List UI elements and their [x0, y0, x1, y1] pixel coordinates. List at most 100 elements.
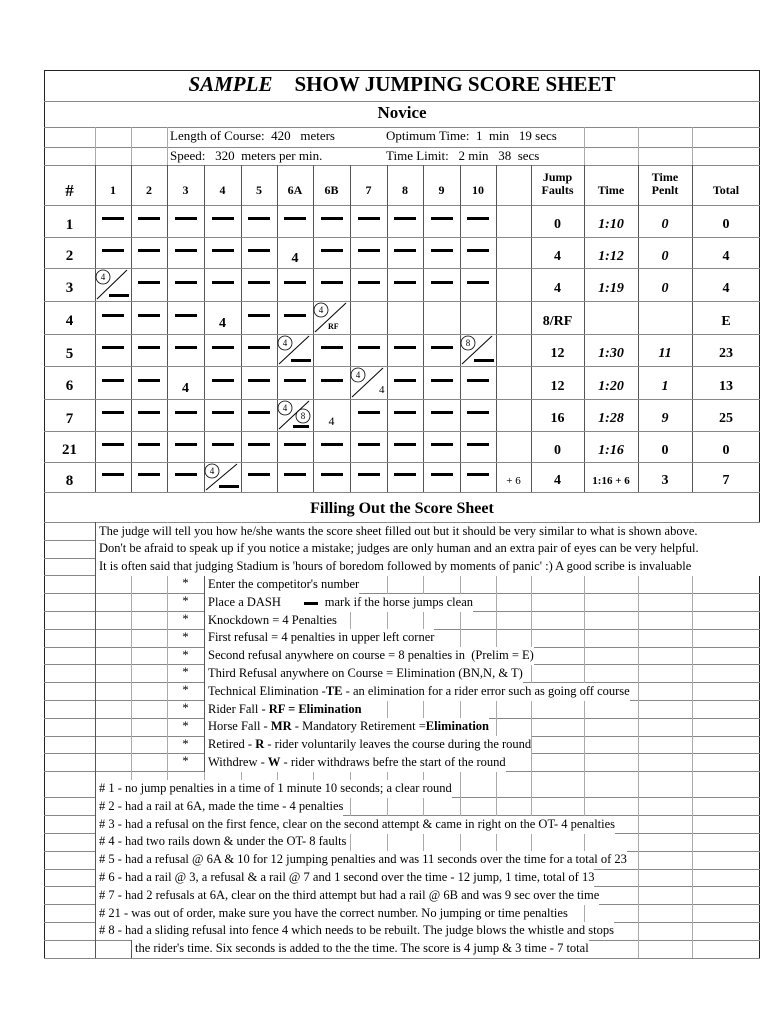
fence-cell-2[interactable]: [131, 334, 167, 366]
fence-cell-1[interactable]: [95, 462, 131, 492]
fence-cell-2[interactable]: [131, 237, 167, 268]
fence-cell-10[interactable]: [460, 366, 496, 399]
fence-cell-3[interactable]: [167, 268, 204, 301]
fence-cell-9[interactable]: [423, 205, 460, 237]
fence-cell-8[interactable]: [387, 462, 423, 492]
fence-cell-5[interactable]: [241, 334, 277, 366]
fence-cell-6B[interactable]: [313, 462, 350, 492]
fence-cell-2[interactable]: [131, 301, 167, 334]
fence-cell-3[interactable]: [167, 462, 204, 492]
clear-dash-mark: [394, 217, 416, 221]
fence-cell-5[interactable]: [241, 399, 277, 431]
fence-cell-5[interactable]: [241, 268, 277, 301]
refusal-slash: [461, 335, 493, 365]
clear-dash-mark: [394, 473, 416, 477]
fence-cell-9[interactable]: [423, 301, 460, 334]
fence-cell-1[interactable]: [95, 334, 131, 366]
fence-cell-2[interactable]: [131, 366, 167, 399]
fence-cell-3[interactable]: [167, 237, 204, 268]
fence-cell-9[interactable]: [423, 268, 460, 301]
fence-cell-4[interactable]: [204, 268, 241, 301]
fence-cell-7[interactable]: [350, 268, 387, 301]
fence-cell-1[interactable]: [95, 205, 131, 237]
clear-dash-mark: [467, 248, 489, 252]
cell-jump: 4: [554, 248, 561, 264]
fence-cell-6A[interactable]: [277, 366, 313, 399]
fence-cell-7[interactable]: [350, 334, 387, 366]
fence-cell-4[interactable]: [204, 205, 241, 237]
fence-cell-3[interactable]: [167, 431, 204, 462]
refusal-penalty: 4: [283, 338, 288, 348]
refusal-penalty: 4: [283, 403, 288, 413]
clear-dash-mark: [430, 280, 453, 284]
fence-cell-6A[interactable]: [277, 301, 313, 334]
fence-cell-6B[interactable]: [313, 366, 350, 399]
fence-cell-10[interactable]: [460, 462, 496, 492]
fence-cell-6B[interactable]: [313, 237, 350, 268]
fence-cell-3[interactable]: [167, 399, 204, 431]
column-header-7: 7: [365, 183, 372, 197]
fence-cell-4[interactable]: [204, 237, 241, 268]
fence-cell-4[interactable]: [204, 399, 241, 431]
fence-cell-1[interactable]: [95, 431, 131, 462]
fence-cell-3[interactable]: [167, 334, 204, 366]
fence-cell-7[interactable]: [350, 462, 387, 492]
row-divider: [44, 127, 760, 128]
fence-cell-6B[interactable]: [313, 268, 350, 301]
fence-cell-10[interactable]: [460, 301, 496, 334]
fence-cell-5[interactable]: [241, 205, 277, 237]
fence-cell-8[interactable]: [387, 237, 423, 268]
fence-cell-6A[interactable]: [277, 462, 313, 492]
fence-cell-6B[interactable]: [313, 431, 350, 462]
fence-cell-3[interactable]: [167, 301, 204, 334]
fence-cell-7[interactable]: [350, 205, 387, 237]
fence-cell-6A[interactable]: [277, 205, 313, 237]
row-divider: [44, 165, 760, 166]
fence-cell-2[interactable]: [131, 462, 167, 492]
fence-cell-1[interactable]: [95, 301, 131, 334]
fence-cell-5[interactable]: [241, 431, 277, 462]
fence-cell-7[interactable]: [350, 237, 387, 268]
fence-cell-8[interactable]: [387, 205, 423, 237]
fence-cell-8[interactable]: [387, 301, 423, 334]
fence-cell-6B[interactable]: [313, 334, 350, 366]
fence-cell-8[interactable]: [387, 431, 423, 462]
fence-cell-5[interactable]: [241, 366, 277, 399]
fence-cell-9[interactable]: [423, 237, 460, 268]
fence-cell-6A[interactable]: [277, 268, 313, 301]
refusal-slash: [278, 400, 310, 430]
fence-cell-2[interactable]: [131, 205, 167, 237]
fence-cell-9[interactable]: [423, 399, 460, 431]
fence-cell-10[interactable]: [460, 205, 496, 237]
fence-cell-4[interactable]: [204, 431, 241, 462]
fence-cell-2[interactable]: [131, 268, 167, 301]
fence-cell-10[interactable]: [460, 431, 496, 462]
fence-cell-5[interactable]: [241, 237, 277, 268]
fence-cell-8[interactable]: [387, 334, 423, 366]
fence-cell-9[interactable]: [423, 431, 460, 462]
fence-cell-8[interactable]: [387, 399, 423, 431]
fence-cell-2[interactable]: [131, 431, 167, 462]
fence-cell-8[interactable]: [387, 268, 423, 301]
fence-cell-7[interactable]: [350, 301, 387, 334]
fence-cell-7[interactable]: [350, 431, 387, 462]
fence-cell-4[interactable]: [204, 366, 241, 399]
fence-cell-9[interactable]: [423, 334, 460, 366]
fence-cell-6B[interactable]: [313, 205, 350, 237]
fence-cell-3[interactable]: [167, 205, 204, 237]
fence-cell-10[interactable]: [460, 268, 496, 301]
fence-cell-1[interactable]: [95, 237, 131, 268]
fence-cell-1[interactable]: [95, 399, 131, 431]
fence-cell-1[interactable]: [95, 366, 131, 399]
fence-cell-9[interactable]: [423, 462, 460, 492]
fence-cell-2[interactable]: [131, 399, 167, 431]
fence-cell-9[interactable]: [423, 366, 460, 399]
fence-cell-5[interactable]: [241, 462, 277, 492]
fence-cell-4[interactable]: [204, 334, 241, 366]
fence-cell-5[interactable]: [241, 301, 277, 334]
fence-cell-10[interactable]: [460, 399, 496, 431]
fence-cell-10[interactable]: [460, 237, 496, 268]
fence-cell-7[interactable]: [350, 399, 387, 431]
fence-cell-6A[interactable]: [277, 431, 313, 462]
fence-cell-8[interactable]: [387, 366, 423, 399]
